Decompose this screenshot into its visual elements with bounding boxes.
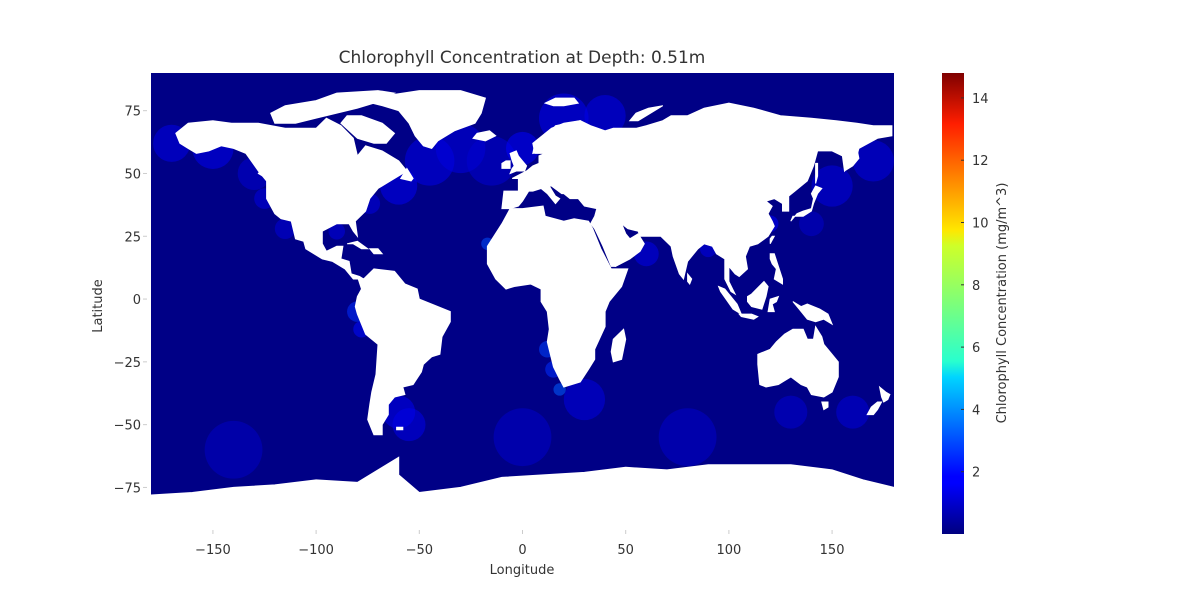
x-tick-label: 100 — [716, 543, 741, 558]
x-tick-label: −100 — [298, 543, 334, 558]
land-north-america — [175, 117, 408, 280]
land-madagascar — [610, 328, 627, 363]
colorbar-tick-label: 14 — [972, 92, 989, 107]
y-tick-label: 50 — [124, 167, 141, 182]
land-sri-lanka — [687, 272, 693, 285]
y-tick-label: 75 — [124, 105, 141, 120]
x-tick-label: 150 — [820, 543, 845, 558]
land-new-zealand-north — [878, 385, 891, 403]
y-tick-label: −75 — [114, 481, 141, 496]
land-antarctica — [151, 456, 894, 500]
y-axis: −75 −50 −25 0 25 50 75 — [114, 105, 147, 496]
land-new-zealand-south — [866, 401, 883, 416]
chlorophyll-hotspot — [811, 165, 853, 207]
chlorophyll-hotspot — [563, 378, 606, 421]
chlorophyll-hotspot — [852, 140, 894, 182]
chlorophyll-hotspot — [774, 395, 808, 429]
land-japan — [790, 185, 823, 222]
chlorophyll-hotspot — [204, 420, 263, 479]
y-tick-label: −25 — [114, 356, 141, 371]
land-java — [738, 313, 759, 320]
colorbar-tick-label: 10 — [972, 217, 989, 232]
chlorophyll-hotspot — [584, 95, 626, 137]
chlorophyll-hotspot — [493, 408, 552, 467]
land-borneo — [747, 280, 769, 310]
land-greenland — [370, 90, 487, 149]
chlorophyll-hotspot — [392, 408, 426, 442]
colorbar-tick-label: 8 — [972, 279, 980, 294]
colorbar-gradient — [942, 73, 964, 534]
colorbar-label: Chlorophyll Concentration (mg/m^3) — [995, 183, 1010, 424]
chlorophyll-hotspot — [658, 408, 717, 467]
land-south-america — [354, 268, 451, 436]
colorbar-tick-label: 4 — [972, 403, 980, 418]
y-tick-label: −50 — [114, 419, 141, 434]
x-tick-label: 0 — [518, 543, 526, 558]
land-kamchatka — [844, 147, 860, 172]
land-new-guinea — [792, 301, 834, 326]
land-australia — [757, 325, 839, 398]
colorbar-tick-label: 2 — [972, 466, 980, 481]
land-newfoundland — [399, 167, 414, 182]
x-tick-label: 50 — [617, 543, 634, 558]
colorbar-ticks: 2 4 6 8 10 12 14 — [961, 92, 989, 481]
land-arabian-peninsula — [594, 220, 645, 267]
land-ireland — [501, 160, 511, 169]
plot-area — [151, 73, 894, 500]
land-taiwan — [769, 235, 776, 245]
x-axis-label: Longitude — [490, 563, 555, 578]
colorbar-tick-label: 12 — [972, 154, 989, 169]
x-tick-label: −50 — [406, 543, 433, 558]
land-masses — [151, 90, 894, 500]
chlorophyll-hotspot — [799, 211, 824, 237]
land-philippines — [769, 253, 783, 285]
chlorophyll-hotspot — [836, 395, 870, 429]
land-eurasia — [501, 102, 893, 296]
chlorophyll-hotspots — [153, 93, 894, 479]
land-novaya-zemlya — [628, 105, 664, 122]
land-baffin-island — [340, 115, 396, 144]
land-iceland — [472, 130, 497, 142]
land-sulawesi — [767, 295, 780, 313]
land-falklands — [396, 426, 404, 431]
land-british-isles — [509, 150, 528, 175]
colorbar: 2 4 6 8 10 12 14 Chlorophyll Concentration (mg… — [942, 73, 1010, 534]
land-cuba — [346, 240, 370, 250]
x-axis: −150 −100 −50 0 50 100 150 — [195, 530, 844, 558]
colorbar-tick-label: 6 — [972, 341, 980, 356]
chlorophyll-hotspot — [553, 383, 566, 396]
land-scandinavia — [532, 120, 586, 159]
land-tasmania — [821, 401, 829, 411]
y-tick-label: 25 — [124, 230, 141, 245]
chlorophyll-hotspot — [328, 222, 346, 240]
land-svalbard — [543, 97, 580, 107]
land-hispaniola — [368, 248, 384, 255]
land-africa — [486, 205, 629, 388]
y-axis-label: Latitude — [91, 279, 106, 333]
chart-title: Chlorophyll Concentration at Depth: 0.51… — [339, 48, 706, 68]
chlorophyll-hotspot — [466, 136, 517, 186]
y-tick-label: 0 — [133, 293, 141, 308]
chlorophyll-hotspot — [274, 218, 296, 240]
land-vancouver-island — [257, 170, 270, 180]
land-canadian-arctic-islands — [270, 90, 397, 124]
land-sakhalin — [815, 162, 819, 184]
x-tick-label: −150 — [195, 543, 231, 558]
